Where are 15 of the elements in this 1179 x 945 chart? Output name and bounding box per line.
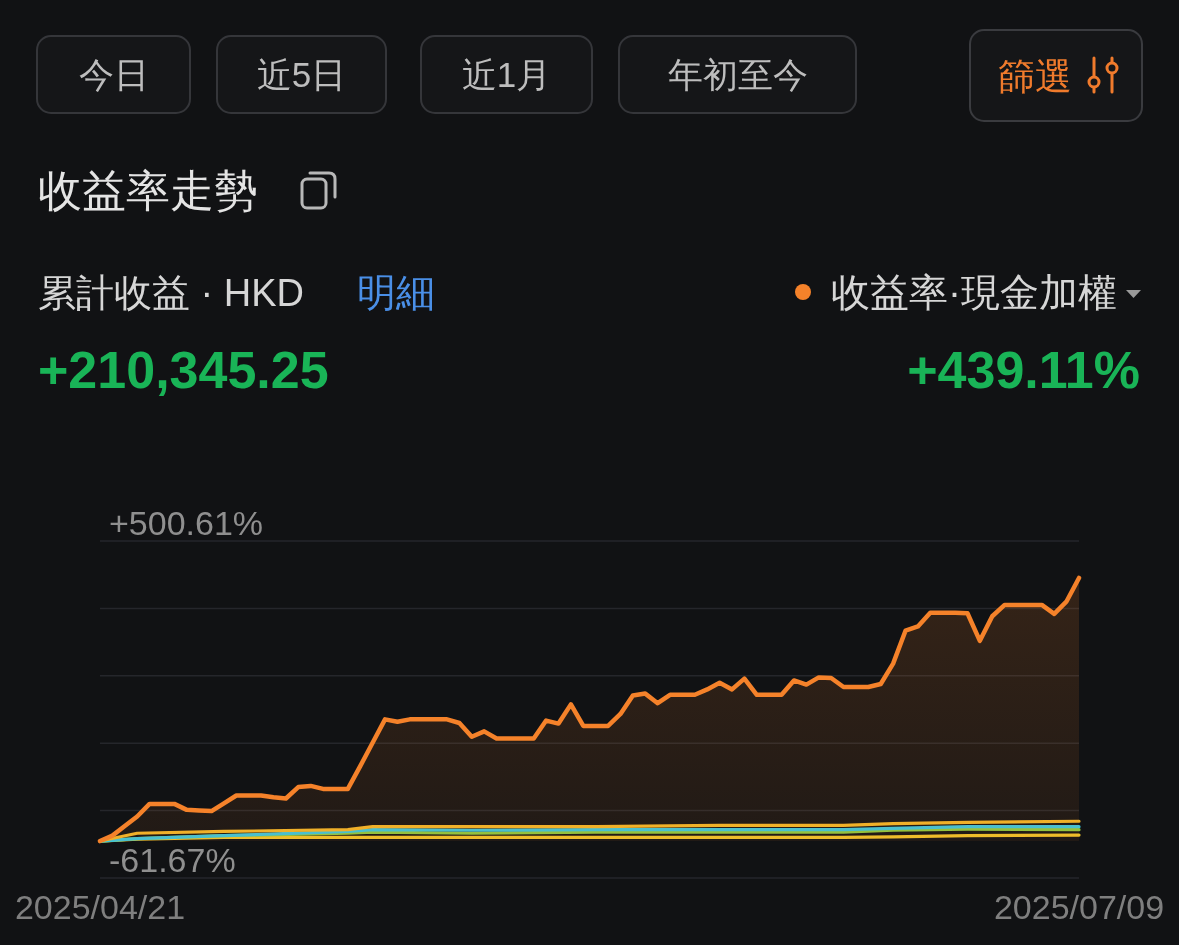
ytick-label: +500.61% bbox=[109, 504, 264, 542]
button: 近5日 bbox=[216, 35, 387, 114]
value: +439.11% bbox=[907, 341, 1140, 399]
button: 今日 bbox=[36, 35, 191, 114]
value: +210,345.25 bbox=[38, 341, 329, 399]
button: 篩選 bbox=[969, 29, 1143, 122]
link: 明細 bbox=[357, 271, 435, 314]
legend-item: 收益率·現金加權 bbox=[795, 271, 1117, 314]
xtick-label: 2025/04/21 bbox=[14, 888, 186, 926]
button: 年初至今 bbox=[618, 35, 857, 114]
title: 收益率走勢 bbox=[38, 166, 258, 215]
ytick-label: -61.67% bbox=[109, 841, 236, 879]
label: 累計收益 · HKD bbox=[38, 272, 304, 314]
xtick-label: 2025/07/09 bbox=[993, 888, 1165, 926]
button: 近1月 bbox=[420, 35, 593, 114]
